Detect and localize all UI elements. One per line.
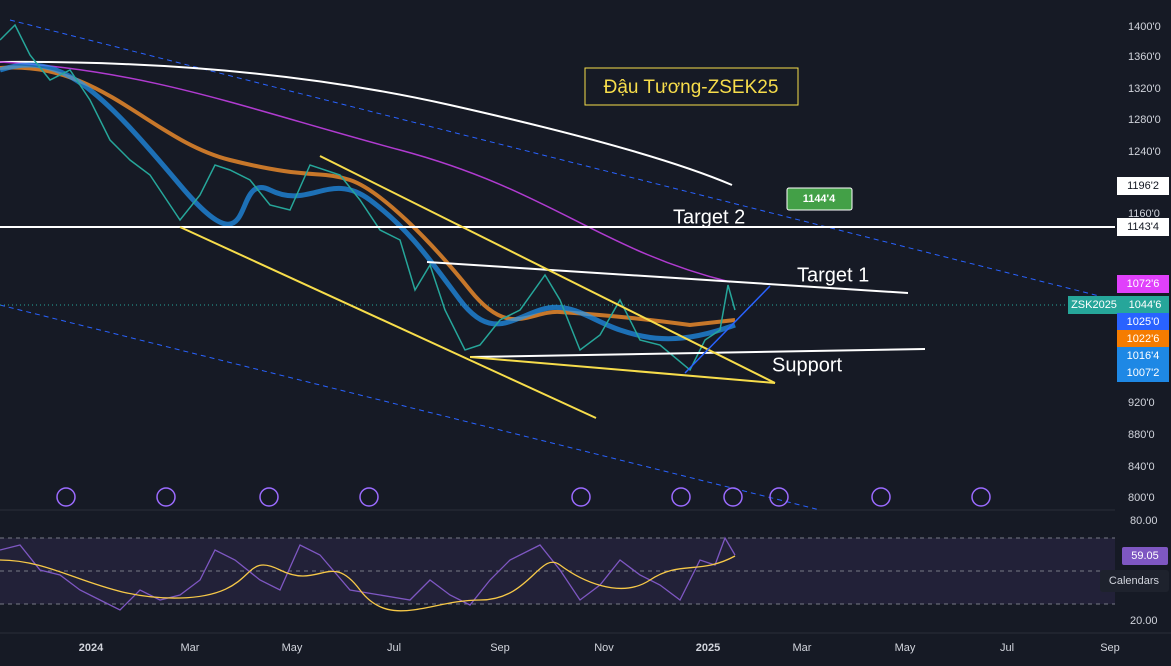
rsi-tag xyxy=(1122,547,1168,565)
time-axis-label: May xyxy=(895,642,916,654)
price-tag xyxy=(1117,347,1169,365)
price-tag-label: 1044'6 xyxy=(1129,299,1162,311)
time-axis-label: Mar xyxy=(793,642,812,654)
time-axis-label: May xyxy=(282,642,303,654)
calendars-button-label[interactable]: Calendars xyxy=(1109,575,1160,587)
price-axis-label: 1160'0 xyxy=(1128,208,1160,220)
annotation: Support xyxy=(772,354,842,376)
price-tag-label: 1022'6 xyxy=(1127,333,1160,345)
title: Đậu Tương-ZSEK25 xyxy=(604,77,779,98)
time-axis-label: Jul xyxy=(387,642,401,654)
price-axis-label: 1360'0 xyxy=(1128,51,1161,63)
price-tag xyxy=(1117,177,1169,195)
price-tag xyxy=(1117,313,1169,331)
time-axis-label: Jul xyxy=(1000,642,1014,654)
time-axis-label: Mar xyxy=(181,642,200,654)
price-axis-label: 800'0 xyxy=(1128,492,1155,504)
trend-line xyxy=(179,226,597,419)
target1-line xyxy=(426,261,909,294)
price-tag xyxy=(1117,218,1169,236)
price-tag xyxy=(1117,364,1169,382)
time-axis-label: Nov xyxy=(594,642,614,654)
rsi-axis-label: 80.00 xyxy=(1130,515,1158,527)
rsi-tag-label: 59.05 xyxy=(1131,550,1159,562)
price-axis-label: 1240'0 xyxy=(1128,146,1161,158)
channel-bottom xyxy=(0,304,821,511)
rsi-axis-label: 20.00 xyxy=(1130,615,1158,627)
price-tag-label: 1025'0 xyxy=(1127,316,1160,328)
price-axis-label: 880'0 xyxy=(1128,429,1155,441)
ma-50 xyxy=(0,65,736,328)
rsi-line xyxy=(0,536,736,611)
price-path xyxy=(0,23,736,372)
price-axis-label: 1320'0 xyxy=(1128,83,1161,95)
event-icons xyxy=(56,487,991,507)
time-axis-label: 2025 xyxy=(696,642,720,654)
price-axis-label: 920'0 xyxy=(1128,397,1155,409)
price-tag xyxy=(1122,296,1169,314)
annotation: Target 1 xyxy=(797,264,869,286)
price-axis-label: 1400'0 xyxy=(1128,21,1161,33)
title-box xyxy=(584,67,799,106)
callout-box xyxy=(786,187,853,211)
price-axis-label: 840'0 xyxy=(1128,461,1155,473)
time-axis-label: Sep xyxy=(1100,642,1120,654)
callout: 1144'4 xyxy=(803,193,836,205)
price-tag-label: 1072'6 xyxy=(1127,278,1160,290)
time-axis-label: 2024 xyxy=(79,642,104,654)
annotation: Target 2 xyxy=(673,206,745,228)
price-tag-label: 1007'2 xyxy=(1127,367,1160,379)
calendars-button[interactable] xyxy=(1100,570,1169,592)
symbol-tag xyxy=(1068,296,1122,314)
wedge-top xyxy=(319,155,776,384)
ma-200 xyxy=(0,60,733,186)
ma-100 xyxy=(0,61,731,283)
projection-line xyxy=(684,285,771,374)
symbol-tag-label: ZSK2025 xyxy=(1071,299,1117,311)
rsi-ma xyxy=(0,555,736,612)
price-tag-label: 1143'4 xyxy=(1127,221,1159,233)
price-tag-label: 1016'4 xyxy=(1127,350,1160,362)
wedge-bottom xyxy=(469,356,776,384)
price-tag xyxy=(1117,275,1169,293)
ema-band xyxy=(0,62,736,342)
time-axis-label: Sep xyxy=(490,642,510,654)
price-tag-label: 1196'2 xyxy=(1127,180,1159,192)
channel-top xyxy=(9,19,1116,301)
price-axis-label: 1280'0 xyxy=(1128,114,1161,126)
price-tag xyxy=(1117,330,1169,348)
support-line xyxy=(469,348,926,358)
